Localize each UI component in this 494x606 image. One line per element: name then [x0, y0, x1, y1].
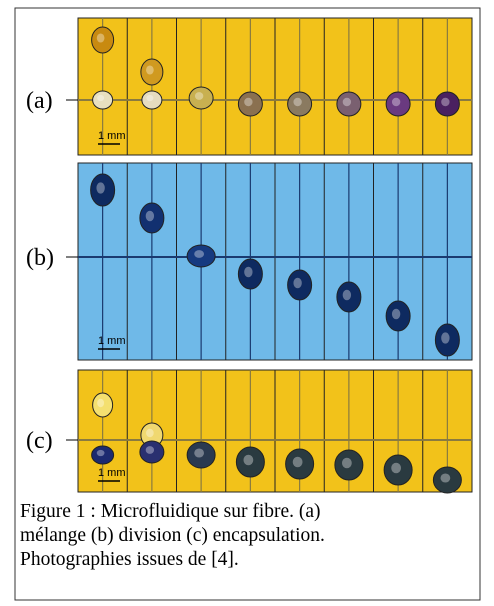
droplet-highlight	[97, 95, 104, 101]
droplet-highlight	[441, 98, 449, 106]
panel-label: (a)	[26, 88, 53, 114]
panel-label: (c)	[26, 428, 53, 454]
droplet-highlight	[244, 98, 252, 106]
page: 1 mm (a) 1 mm (b) 1 mm (c) Figure 1 : Microfl…	[0, 0, 494, 606]
droplet-highlight	[244, 267, 252, 278]
droplet-highlight	[243, 455, 253, 466]
droplet-highlight	[391, 463, 401, 474]
droplet-highlight	[392, 98, 400, 106]
droplet-highlight	[441, 332, 449, 343]
droplet-highlight	[97, 399, 104, 407]
scale-label: 1 mm	[98, 335, 126, 347]
droplet-highlight	[342, 458, 352, 469]
caption-line: Photographies issues de [4].	[20, 548, 480, 572]
droplet-highlight	[194, 250, 204, 258]
panel-label: (b)	[26, 245, 54, 271]
droplet-highlight	[97, 450, 105, 456]
droplet-highlight	[343, 98, 351, 106]
caption-line: mélange (b) division (c) encapsulation.	[20, 524, 480, 548]
droplet-highlight	[293, 278, 301, 289]
droplet-highlight	[146, 65, 154, 74]
droplet-highlight	[195, 92, 203, 100]
droplet-highlight	[293, 98, 301, 106]
droplet-highlight	[97, 33, 105, 42]
caption: Figure 1 : Microfluidique sur fibre. (a)…	[20, 500, 480, 572]
droplet-highlight	[293, 457, 303, 468]
droplet-highlight	[146, 95, 153, 101]
droplet-highlight	[343, 290, 351, 301]
droplet-highlight	[194, 448, 204, 457]
caption-line: Figure 1 : Microfluidique sur fibre. (a)	[20, 500, 480, 524]
scale-label: 1 mm	[98, 467, 126, 479]
droplet-highlight	[96, 182, 104, 193]
droplet-highlight	[392, 309, 400, 320]
droplet-highlight	[440, 473, 450, 482]
droplet-highlight	[146, 211, 154, 222]
scale-label: 1 mm	[98, 130, 126, 142]
droplet-highlight	[146, 446, 154, 454]
droplet-highlight	[146, 429, 154, 437]
